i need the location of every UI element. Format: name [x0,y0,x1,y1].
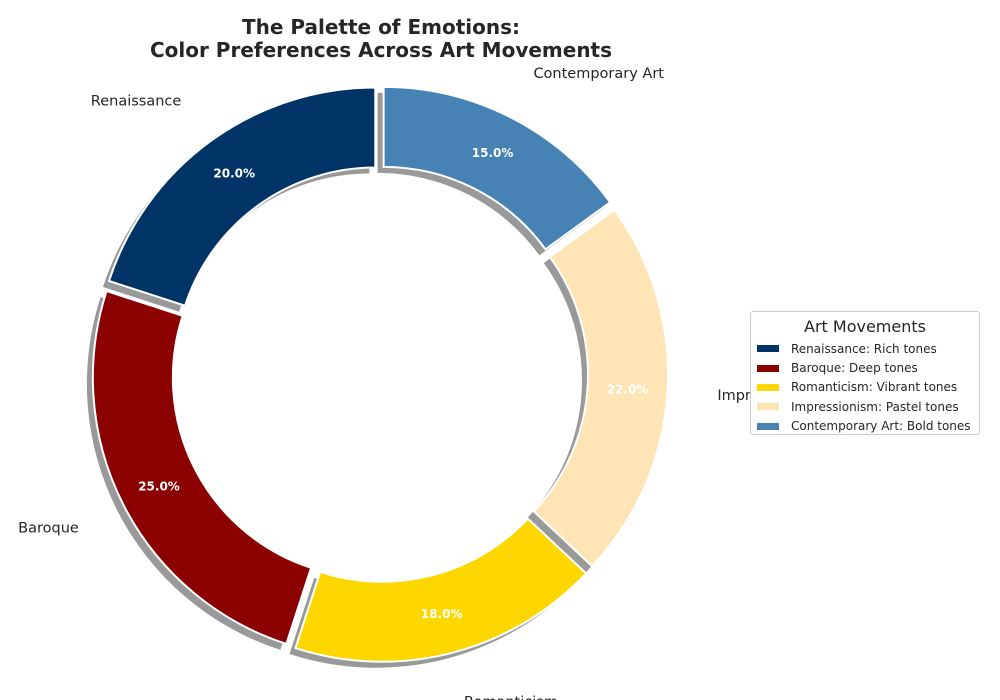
chart-title: The Palette of Emotions: Color Preference… [150,15,612,62]
legend-label: Renaissance: Rich tones [791,341,937,356]
category-label-contemporary-art: Contemporary Art [533,66,664,82]
legend-entry-renaissance: Renaissance: Rich tones [751,339,979,358]
legend-swatch [757,345,779,353]
donut-slices [91,85,669,663]
category-labels: RenaissanceBaroqueRomanticismImpressioni… [18,66,822,700]
percentage-labels: 20.0% 25.0% 18.0% 22.0% 15.0% [138,146,648,621]
slice-baroque [91,289,313,646]
legend-label: Romanticism: Vibrant tones [791,380,958,395]
slice-renaissance [107,86,377,307]
pct-label-romanticism: 18.0% [421,607,463,621]
pct-label-contemporary-art: 15.0% [472,146,514,160]
pct-label-baroque: 25.0% [138,480,180,494]
legend-label: Baroque: Deep tones [791,361,918,376]
legend-title: Art Movements [804,317,926,336]
slice-impressionism [532,208,669,568]
pct-label-impressionism: 22.0% [607,383,649,397]
legend-swatch [757,422,779,430]
category-label-renaissance: Renaissance [91,94,182,110]
legend-label: Impressionism: Pastel tones [791,399,959,414]
legend-label: Contemporary Art: Bold tones [791,419,971,434]
legend-swatch [757,403,779,411]
slice-romanticism [294,517,588,663]
slice-contemporary-art [382,85,612,251]
legend: Art Movements Renaissance: Rich tones Bar… [750,311,980,435]
legend-entry-impressionism: Impressionism: Pastel tones [751,397,979,416]
pct-label-renaissance: 20.0% [213,166,255,180]
legend-entry-baroque: Baroque: Deep tones [751,358,979,377]
legend-entry-contemporary-art: Contemporary Art: Bold tones [751,417,979,436]
category-label-romanticism: Romanticism [464,694,558,700]
legend-swatch [757,383,779,391]
legend-swatch [757,364,779,372]
category-label-baroque: Baroque [18,520,79,536]
legend-entries: Renaissance: Rich tones Baroque: Deep ton… [751,339,979,436]
legend-entry-romanticism: Romanticism: Vibrant tones [751,378,979,397]
